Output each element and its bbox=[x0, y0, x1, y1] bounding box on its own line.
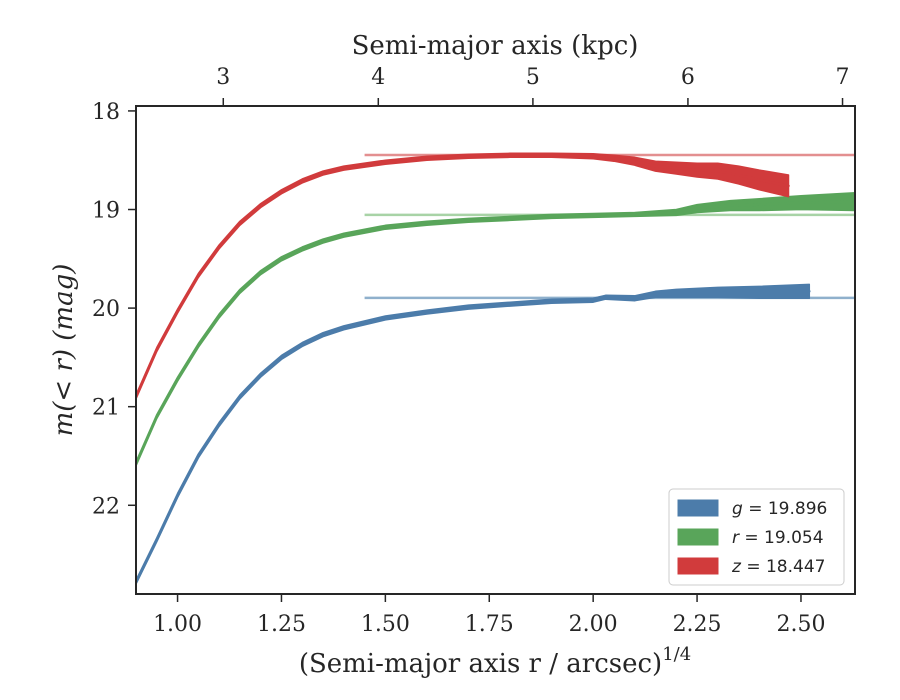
top-x-tick-label: 3 bbox=[216, 65, 230, 90]
series-band-r bbox=[136, 192, 855, 467]
x-axis-title-superscript: 1/4 bbox=[662, 644, 691, 665]
y-axis-title: m(< r) (mag) bbox=[49, 264, 79, 437]
legend-label-r: r = 19.054 bbox=[732, 528, 824, 548]
series-line-g bbox=[136, 290, 811, 584]
legend: g = 19.896 r = 19.054 z = 18.447 bbox=[668, 488, 845, 586]
y-tick-label: 19 bbox=[92, 199, 120, 224]
legend-label-g: g = 19.896 bbox=[732, 499, 827, 519]
y-tick-label: 21 bbox=[92, 396, 120, 421]
x-axis-title: (Semi-major axis r / arcsec)1/4 bbox=[299, 644, 691, 679]
legend-label-z: z = 18.447 bbox=[731, 557, 825, 577]
series-bands bbox=[136, 152, 855, 585]
x-tick-label: 1.25 bbox=[257, 612, 306, 637]
y-tick-label: 20 bbox=[92, 297, 120, 322]
x-tick-label: 2.00 bbox=[569, 612, 618, 637]
legend-swatch-g bbox=[677, 499, 719, 517]
top-x-tick-label: 5 bbox=[526, 65, 540, 90]
x-tick-label: 2.25 bbox=[673, 612, 722, 637]
top-x-tick-label: 7 bbox=[836, 65, 850, 90]
bottom-x-axis: 1.00 1.25 1.50 1.75 2.00 2.25 2.50 bbox=[153, 594, 825, 637]
x-tick-label: 1.00 bbox=[153, 612, 202, 637]
plot-frame bbox=[135, 105, 856, 595]
legend-swatch-r bbox=[677, 528, 719, 546]
legend-swatch-z bbox=[677, 557, 719, 575]
plot-area bbox=[136, 152, 855, 585]
x-tick-label: 1.50 bbox=[361, 612, 410, 637]
top-x-axis-title: Semi-major axis (kpc) bbox=[352, 31, 639, 61]
series-line-z bbox=[136, 154, 790, 399]
top-x-tick-label: 6 bbox=[681, 65, 695, 90]
y-axis: 18 19 20 21 22 bbox=[92, 100, 136, 519]
series-line-r bbox=[136, 200, 855, 466]
y-tick-label: 22 bbox=[92, 494, 120, 519]
x-axis-title-text: (Semi-major axis r / arcsec) bbox=[299, 649, 662, 679]
series-band-z bbox=[136, 152, 790, 400]
x-tick-label: 2.50 bbox=[776, 612, 825, 637]
y-tick-label: 18 bbox=[92, 100, 120, 125]
series-band-g bbox=[136, 283, 811, 585]
top-x-tick-label: 4 bbox=[371, 65, 385, 90]
x-tick-label: 1.75 bbox=[465, 612, 514, 637]
top-x-axis: 3 4 5 6 7 bbox=[216, 65, 850, 106]
